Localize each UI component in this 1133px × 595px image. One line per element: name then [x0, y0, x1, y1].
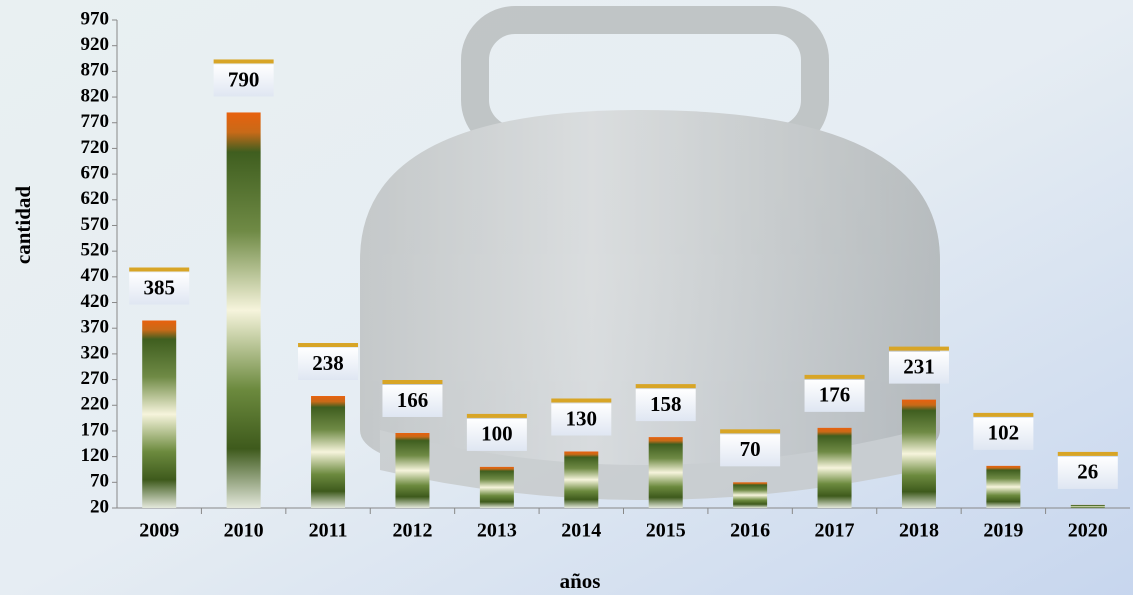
x-tick-label: 2015 — [646, 520, 686, 542]
value-label: 26 — [1077, 460, 1098, 484]
value-label-rule — [1058, 452, 1118, 456]
value-label: 176 — [819, 383, 851, 407]
bar — [986, 466, 1020, 508]
value-label-rule — [214, 59, 274, 63]
value-label: 100 — [481, 422, 513, 446]
x-tick-label: 2012 — [392, 520, 432, 542]
x-tick-label: 2014 — [561, 520, 601, 542]
y-tick-label: 520 — [81, 240, 110, 261]
x-axis-title: años — [560, 569, 601, 593]
bar — [1071, 505, 1105, 508]
y-tick-label: 420 — [81, 291, 110, 312]
y-tick-label: 20 — [90, 496, 109, 517]
x-tick-label: 2013 — [477, 520, 517, 542]
bar — [142, 321, 176, 508]
value-label-rule — [805, 375, 865, 379]
bar — [227, 112, 261, 508]
y-tick-label: 370 — [81, 317, 110, 338]
y-tick-label: 670 — [81, 162, 110, 183]
y-tick-label: 220 — [81, 394, 110, 415]
value-label-rule — [129, 268, 189, 272]
y-tick-label: 720 — [81, 137, 110, 158]
x-tick-label: 2010 — [224, 520, 264, 542]
value-label-rule — [467, 414, 527, 418]
x-tick-label: 2019 — [983, 520, 1023, 542]
value-label: 238 — [312, 351, 344, 375]
y-tick-label: 870 — [81, 60, 110, 81]
value-label: 231 — [903, 354, 935, 378]
bar — [311, 396, 345, 508]
bar — [564, 451, 598, 508]
y-tick-label: 770 — [81, 111, 110, 132]
bar — [649, 437, 683, 508]
bar — [902, 400, 936, 508]
y-tick-label: 570 — [81, 214, 110, 235]
bar — [480, 467, 514, 508]
value-label-rule — [298, 343, 358, 347]
value-label: 166 — [397, 388, 429, 412]
value-label: 70 — [740, 437, 761, 461]
x-tick-label: 2016 — [730, 520, 770, 542]
value-label: 130 — [566, 406, 598, 430]
y-tick-label: 970 — [81, 8, 110, 29]
x-tick-label: 2009 — [139, 520, 179, 542]
x-tick-label: 2020 — [1068, 520, 1108, 542]
y-tick-label: 820 — [81, 85, 110, 106]
page: {"chart_data": {"type": "bar", "x_label"… — [0, 0, 1133, 595]
value-label-rule — [720, 429, 780, 433]
value-label-rule — [551, 398, 611, 402]
value-label: 102 — [988, 421, 1020, 445]
chart: cantidad años 20 70 120 170 220 270 320 370 420 4… — [0, 0, 1133, 595]
bar — [818, 428, 852, 508]
y-tick-label: 320 — [81, 342, 110, 363]
y-tick-label: 920 — [81, 34, 110, 55]
value-label-rule — [636, 384, 696, 388]
x-tick-label: 2017 — [815, 520, 855, 542]
value-label-rule — [889, 347, 949, 351]
x-tick-label: 2018 — [899, 520, 939, 542]
value-label-rule — [973, 413, 1033, 417]
value-label: 158 — [650, 392, 682, 416]
y-axis-title: cantidad — [11, 186, 35, 265]
y-tick-label: 470 — [81, 265, 110, 286]
y-tick-label: 620 — [81, 188, 110, 209]
value-label-rule — [382, 380, 442, 384]
value-label: 385 — [143, 275, 175, 299]
y-tick-label: 120 — [81, 445, 110, 466]
value-label: 790 — [228, 67, 260, 91]
y-tick-label: 70 — [90, 471, 109, 492]
x-tick-label: 2011 — [309, 520, 348, 542]
y-tick-label: 270 — [81, 368, 110, 389]
bar — [733, 482, 767, 508]
bar — [395, 433, 429, 508]
y-tick-label: 170 — [81, 419, 110, 440]
